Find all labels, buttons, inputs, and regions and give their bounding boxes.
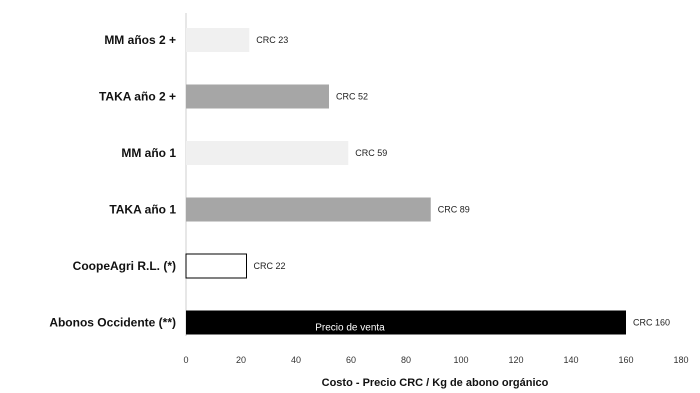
- x-tick-label-2: 40: [291, 355, 301, 365]
- category-labels-group: MM años 2 + TAKA año 2 + MM año 1 TAKA año …: [49, 33, 176, 330]
- bar-5: [186, 310, 626, 335]
- x-tick-label-7: 140: [563, 355, 578, 365]
- x-tick-labels-group: 0 20 40 60 80 100 120 140 160 180: [183, 355, 688, 365]
- category-label-5: Abonos Occidente (**): [49, 316, 176, 330]
- value-labels-group: CRC 23 CRC 52 CRC 59 CRC 89 CRC 22 CRC 160: [254, 35, 671, 328]
- x-tick-label-5: 100: [453, 355, 468, 365]
- category-label-2: MM año 1: [121, 146, 176, 160]
- value-label-2: CRC 59: [355, 148, 387, 158]
- bar-inner-label: Precio de venta: [315, 323, 385, 334]
- bar-3: [186, 197, 431, 222]
- value-label-3: CRC 89: [438, 205, 470, 215]
- x-tick-label-6: 120: [508, 355, 523, 365]
- value-label-1: CRC 52: [336, 92, 368, 102]
- x-tick-label-0: 0: [183, 355, 188, 365]
- bar-0: [186, 28, 250, 52]
- x-tick-label-4: 80: [401, 355, 411, 365]
- bar-4: [185, 253, 247, 279]
- x-tick-label-3: 60: [346, 355, 356, 365]
- x-tick-label-1: 20: [236, 355, 246, 365]
- category-label-1: TAKA año 2 +: [99, 90, 176, 104]
- bar-1: [186, 84, 329, 109]
- category-label-4: CoopeAgri R.L. (*): [73, 259, 176, 273]
- value-label-0: CRC 23: [256, 35, 288, 45]
- bars-group: [185, 28, 626, 335]
- x-tick-label-8: 160: [618, 355, 633, 365]
- category-label-0: MM años 2 +: [104, 33, 176, 47]
- value-label-5: CRC 160: [633, 318, 670, 328]
- x-axis-title: Costo - Precio CRC / Kg de abono orgánic…: [322, 377, 549, 389]
- value-label-4: CRC 22: [254, 261, 286, 271]
- bar-2: [186, 141, 349, 165]
- x-tick-label-9: 180: [673, 355, 688, 365]
- category-label-3: TAKA año 1: [109, 203, 176, 217]
